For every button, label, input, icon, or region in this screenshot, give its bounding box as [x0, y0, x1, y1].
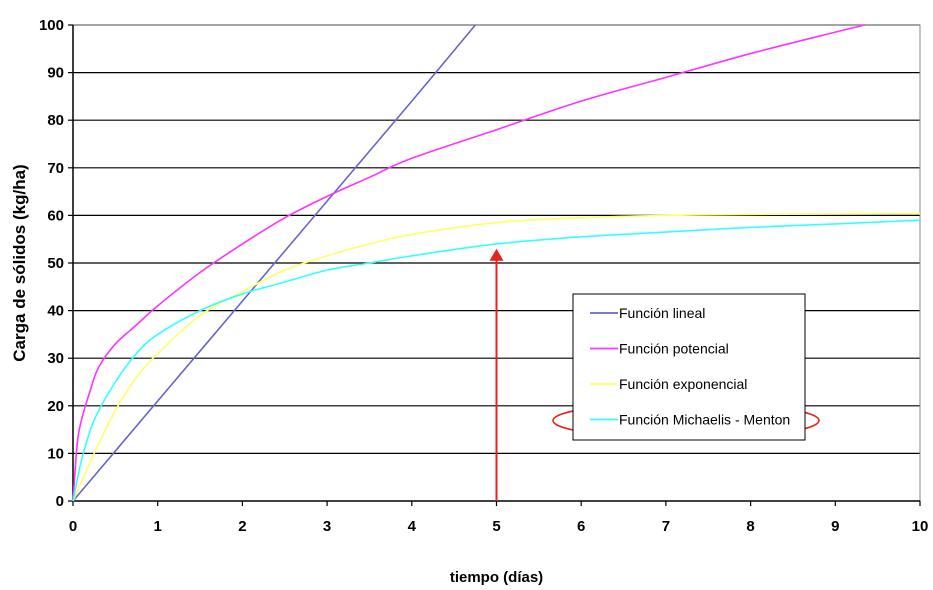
- x-tick-label: 8: [746, 518, 754, 535]
- y-tick-label: 30: [47, 350, 64, 367]
- series-line-funcion-michaelis-menton: [72, 219, 921, 502]
- legend-label-funcion-lineal: Función lineal: [619, 305, 705, 321]
- series-line-funcion-lineal: [72, 24, 476, 502]
- x-tick-label: 10: [912, 518, 929, 535]
- red-arrow-head: [489, 248, 504, 261]
- x-tick-labels: 0 1 2 3 4 5 6 7 8 9 10: [69, 518, 929, 535]
- x-tick-label: 2: [238, 518, 246, 535]
- x-tick-label: 0: [69, 518, 77, 535]
- y-axis-title: Carga de sólidos (kg/ha): [10, 164, 29, 361]
- x-tick-label: 9: [831, 518, 839, 535]
- y-tick-label: 40: [47, 303, 64, 320]
- y-tick-label: 100: [39, 17, 64, 34]
- legend-box: [572, 293, 806, 441]
- x-tick-label: 5: [492, 518, 500, 535]
- x-axis-title: tiempo (días): [450, 569, 543, 586]
- series-lines: [72, 24, 921, 502]
- x-tick-label: 6: [577, 518, 585, 535]
- y-tick-label: 10: [47, 445, 64, 462]
- legend: Función lineal Función potencial Función e…: [572, 293, 806, 441]
- y-tick-label: 80: [47, 112, 64, 129]
- x-tick-label: 4: [408, 518, 417, 535]
- y-tick-label: 0: [56, 493, 64, 510]
- legend-label-funcion-exponencial: Función exponencial: [619, 376, 747, 392]
- y-tick-label: 70: [47, 160, 64, 177]
- legend-label-funcion-michaelis-menton: Función Michaelis - Menton: [619, 412, 790, 428]
- x-tick-label: 7: [662, 518, 670, 535]
- x-tick-label: 1: [154, 518, 162, 535]
- series-line-funcion-potencial: [72, 24, 866, 502]
- y-tick-label: 60: [47, 207, 64, 224]
- y-tick-label: 50: [47, 255, 64, 272]
- legend-label-funcion-potencial: Función potencial: [619, 341, 729, 357]
- y-tick-labels: 0 10 20 30 40 50 60 70 80 90 100: [39, 17, 64, 510]
- x-tick-label: 3: [323, 518, 331, 535]
- y-tick-label: 90: [47, 65, 64, 82]
- y-tick-label: 20: [47, 398, 64, 415]
- series-line-funcion-exponencial: [72, 212, 921, 502]
